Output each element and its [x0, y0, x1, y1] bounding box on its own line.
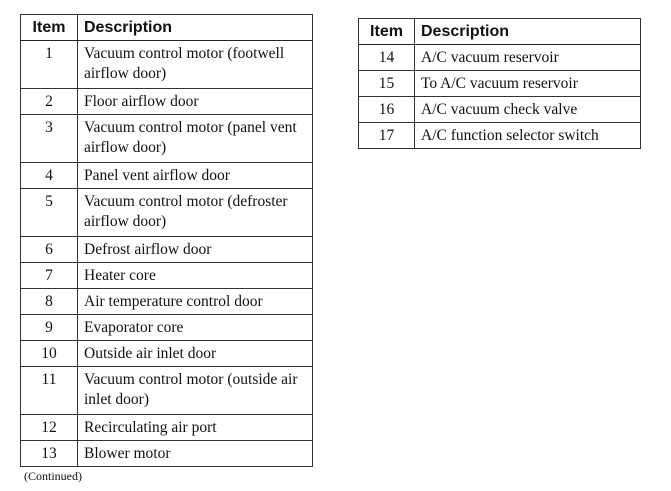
- item-number: 1: [20, 40, 78, 89]
- item-description: A/C vacuum check valve: [414, 96, 641, 123]
- table-row: 17 A/C function selector switch: [358, 122, 641, 149]
- item-description: Blower motor: [77, 440, 313, 467]
- item-number: 9: [20, 314, 78, 341]
- table-row: 13 Blower motor: [20, 440, 313, 467]
- header-item: Item: [20, 14, 78, 41]
- item-number: 3: [20, 114, 78, 163]
- item-description: Outside air inlet door: [77, 340, 313, 367]
- table-row: 11 Vacuum control motor (outside air inle…: [20, 366, 313, 415]
- item-description: Vacuum control motor (panel vent airflow…: [77, 114, 313, 163]
- item-description: Vacuum control motor (footwell airflow d…: [77, 40, 313, 89]
- item-description: Air temperature control door: [77, 288, 313, 315]
- item-number: 8: [20, 288, 78, 315]
- table-row: 3 Vacuum control motor (panel vent airflo…: [20, 114, 313, 163]
- continued-note: (Continued): [24, 469, 82, 483]
- item-description: To A/C vacuum reservoir: [414, 70, 641, 97]
- table-row: 14 A/C vacuum reservoir: [358, 44, 641, 71]
- item-description: Vacuum control motor (defroster airflow …: [77, 188, 313, 237]
- item-number: 17: [358, 122, 415, 149]
- item-description: A/C function selector switch: [414, 122, 641, 149]
- parts-table-left: Item Description 1 Vacuum control motor (…: [20, 14, 313, 467]
- table-row: 16 A/C vacuum check valve: [358, 96, 641, 123]
- item-number: 12: [20, 414, 78, 441]
- table-row: 15 To A/C vacuum reservoir: [358, 70, 641, 97]
- item-number: 11: [20, 366, 78, 415]
- item-description: Recirculating air port: [77, 414, 313, 441]
- item-description: A/C vacuum reservoir: [414, 44, 641, 71]
- table-row: 1 Vacuum control motor (footwell airflow …: [20, 40, 313, 89]
- item-number: 10: [20, 340, 78, 367]
- item-number: 4: [20, 162, 78, 189]
- item-description: Defrost airflow door: [77, 236, 313, 263]
- table-row: 5 Vacuum control motor (defroster airflow…: [20, 188, 313, 237]
- item-number: 2: [20, 88, 78, 115]
- item-number: 16: [358, 96, 415, 123]
- table-row: 9 Evaporator core: [20, 314, 313, 341]
- item-number: 15: [358, 70, 415, 97]
- item-description: Panel vent airflow door: [77, 162, 313, 189]
- item-number: 5: [20, 188, 78, 237]
- table-row: 12 Recirculating air port: [20, 414, 313, 441]
- table-row: 2 Floor airflow door: [20, 88, 313, 115]
- table-row: 8 Air temperature control door: [20, 288, 313, 315]
- item-description: Heater core: [77, 262, 313, 289]
- parts-table-right: Item Description 14 A/C vacuum reservoir 1…: [358, 18, 641, 149]
- table-row: 6 Defrost airflow door: [20, 236, 313, 263]
- item-number: 7: [20, 262, 78, 289]
- item-number: 6: [20, 236, 78, 263]
- item-number: 14: [358, 44, 415, 71]
- item-description: Evaporator core: [77, 314, 313, 341]
- table-row: 7 Heater core: [20, 262, 313, 289]
- item-description: Vacuum control motor (outside air inlet …: [77, 366, 313, 415]
- table-row: 10 Outside air inlet door: [20, 340, 313, 367]
- table-header: Item Description: [20, 14, 313, 41]
- item-number: 13: [20, 440, 78, 467]
- item-description: Floor airflow door: [77, 88, 313, 115]
- table-row: 4 Panel vent airflow door: [20, 162, 313, 189]
- header-description: Description: [414, 18, 641, 45]
- header-item: Item: [358, 18, 415, 45]
- header-description: Description: [77, 14, 313, 41]
- table-header: Item Description: [358, 18, 641, 45]
